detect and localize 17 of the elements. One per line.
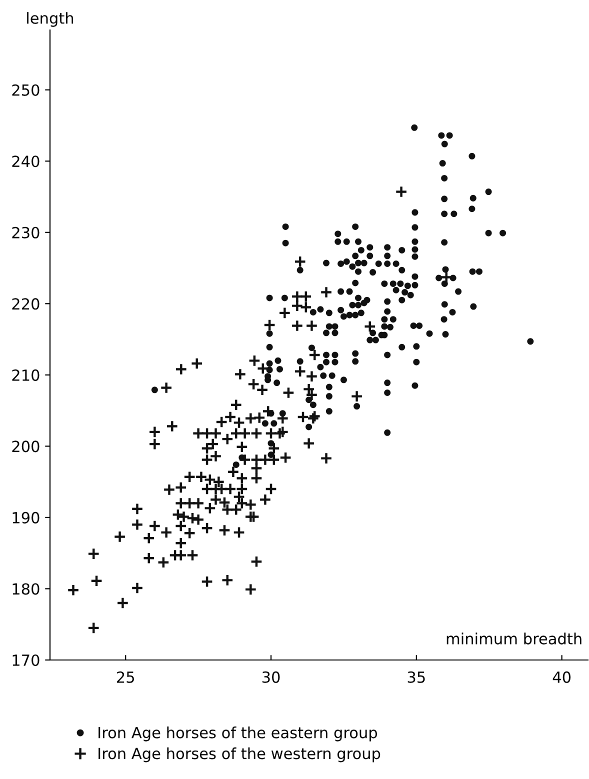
y-tick-label: 210 <box>12 369 40 381</box>
y-tick-label: 230 <box>12 226 40 238</box>
x-tick-label: 30 <box>262 671 280 683</box>
x-axis-title: minimum breadth <box>446 632 582 644</box>
x-tick-label: 35 <box>408 671 425 683</box>
y-tick-label: 170 <box>12 654 40 666</box>
y-tick-label: 240 <box>12 156 40 168</box>
legend-label: Iron Age horses of the western group <box>98 747 380 762</box>
y-axis-title: length <box>27 12 74 27</box>
y-tick-label: 250 <box>12 84 40 96</box>
x-tick-label: 40 <box>552 671 571 683</box>
y-tick-label: 220 <box>12 298 40 310</box>
y-tick-label: 200 <box>12 440 40 452</box>
legend-label: Iron Age horses of the eastern group <box>98 726 378 742</box>
x-tick-label: 25 <box>117 671 134 683</box>
y-tick-label: 180 <box>12 583 40 595</box>
y-tick-label: 190 <box>12 512 40 524</box>
